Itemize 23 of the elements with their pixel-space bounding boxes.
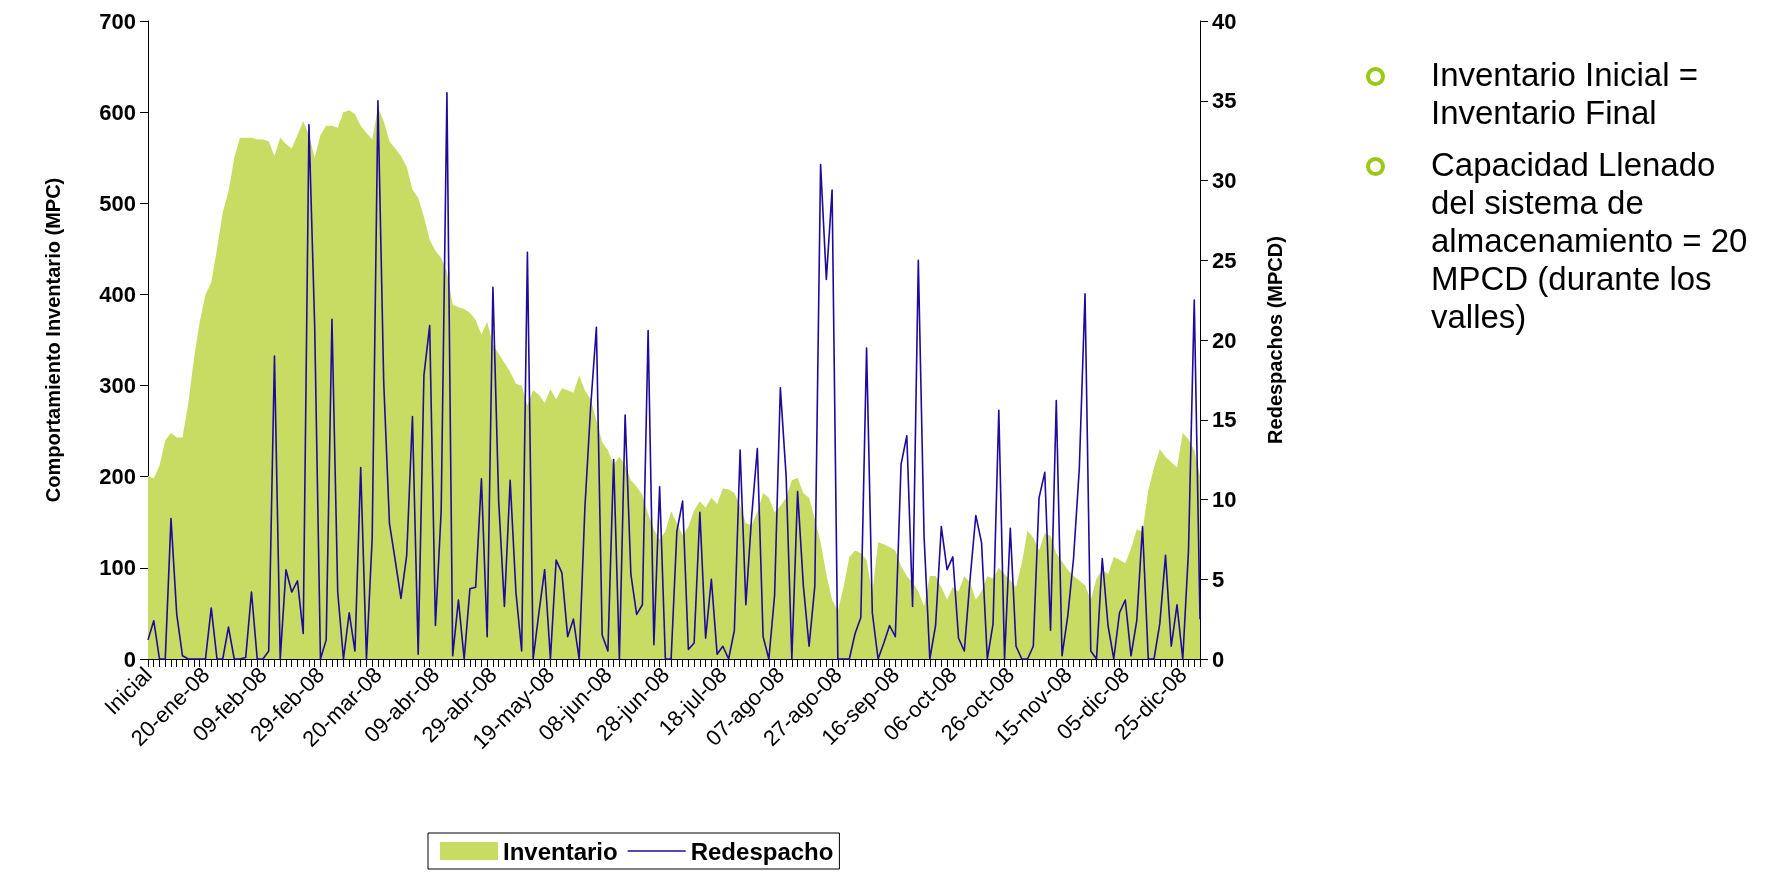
y2-axis-title: Redespachos (MPCD) (1264, 236, 1286, 444)
y-tick-label: 200 (99, 464, 136, 490)
y-tick-label: 400 (99, 281, 136, 307)
y2-tick-label: 35 (1212, 88, 1237, 114)
y2-tick-label: 15 (1212, 407, 1237, 433)
y-tick-label: 0 (123, 646, 136, 672)
y-tick-label: 500 (99, 190, 136, 216)
y-axis-title: Comportamiento Inventario (MPC) (42, 177, 64, 503)
y2-tick-label: 30 (1212, 168, 1237, 193)
y2-tick-label: 5 (1212, 566, 1225, 592)
legend-label: Inventario (503, 837, 618, 865)
y2-tick-label: 20 (1212, 327, 1237, 353)
text: Capacidad Llenado del sistema de almacenamiento = 20 MPCD (durante los valles) (1431, 146, 1748, 335)
y-tick-label: 300 (99, 373, 136, 399)
y-tick-label: 100 (99, 555, 136, 581)
legend-label: Redespacho (690, 837, 834, 865)
y2-tick-label: 40 (1212, 8, 1237, 34)
y-tick-label: 700 (99, 8, 136, 34)
y2-tick-label: 10 (1212, 487, 1237, 512)
y-tick-label: 600 (99, 99, 136, 125)
y2-tick-label: 0 (1212, 646, 1225, 672)
y2-tick-label: 25 (1212, 247, 1237, 273)
text: Inventario Inicial = Inventario Final (1431, 56, 1698, 131)
